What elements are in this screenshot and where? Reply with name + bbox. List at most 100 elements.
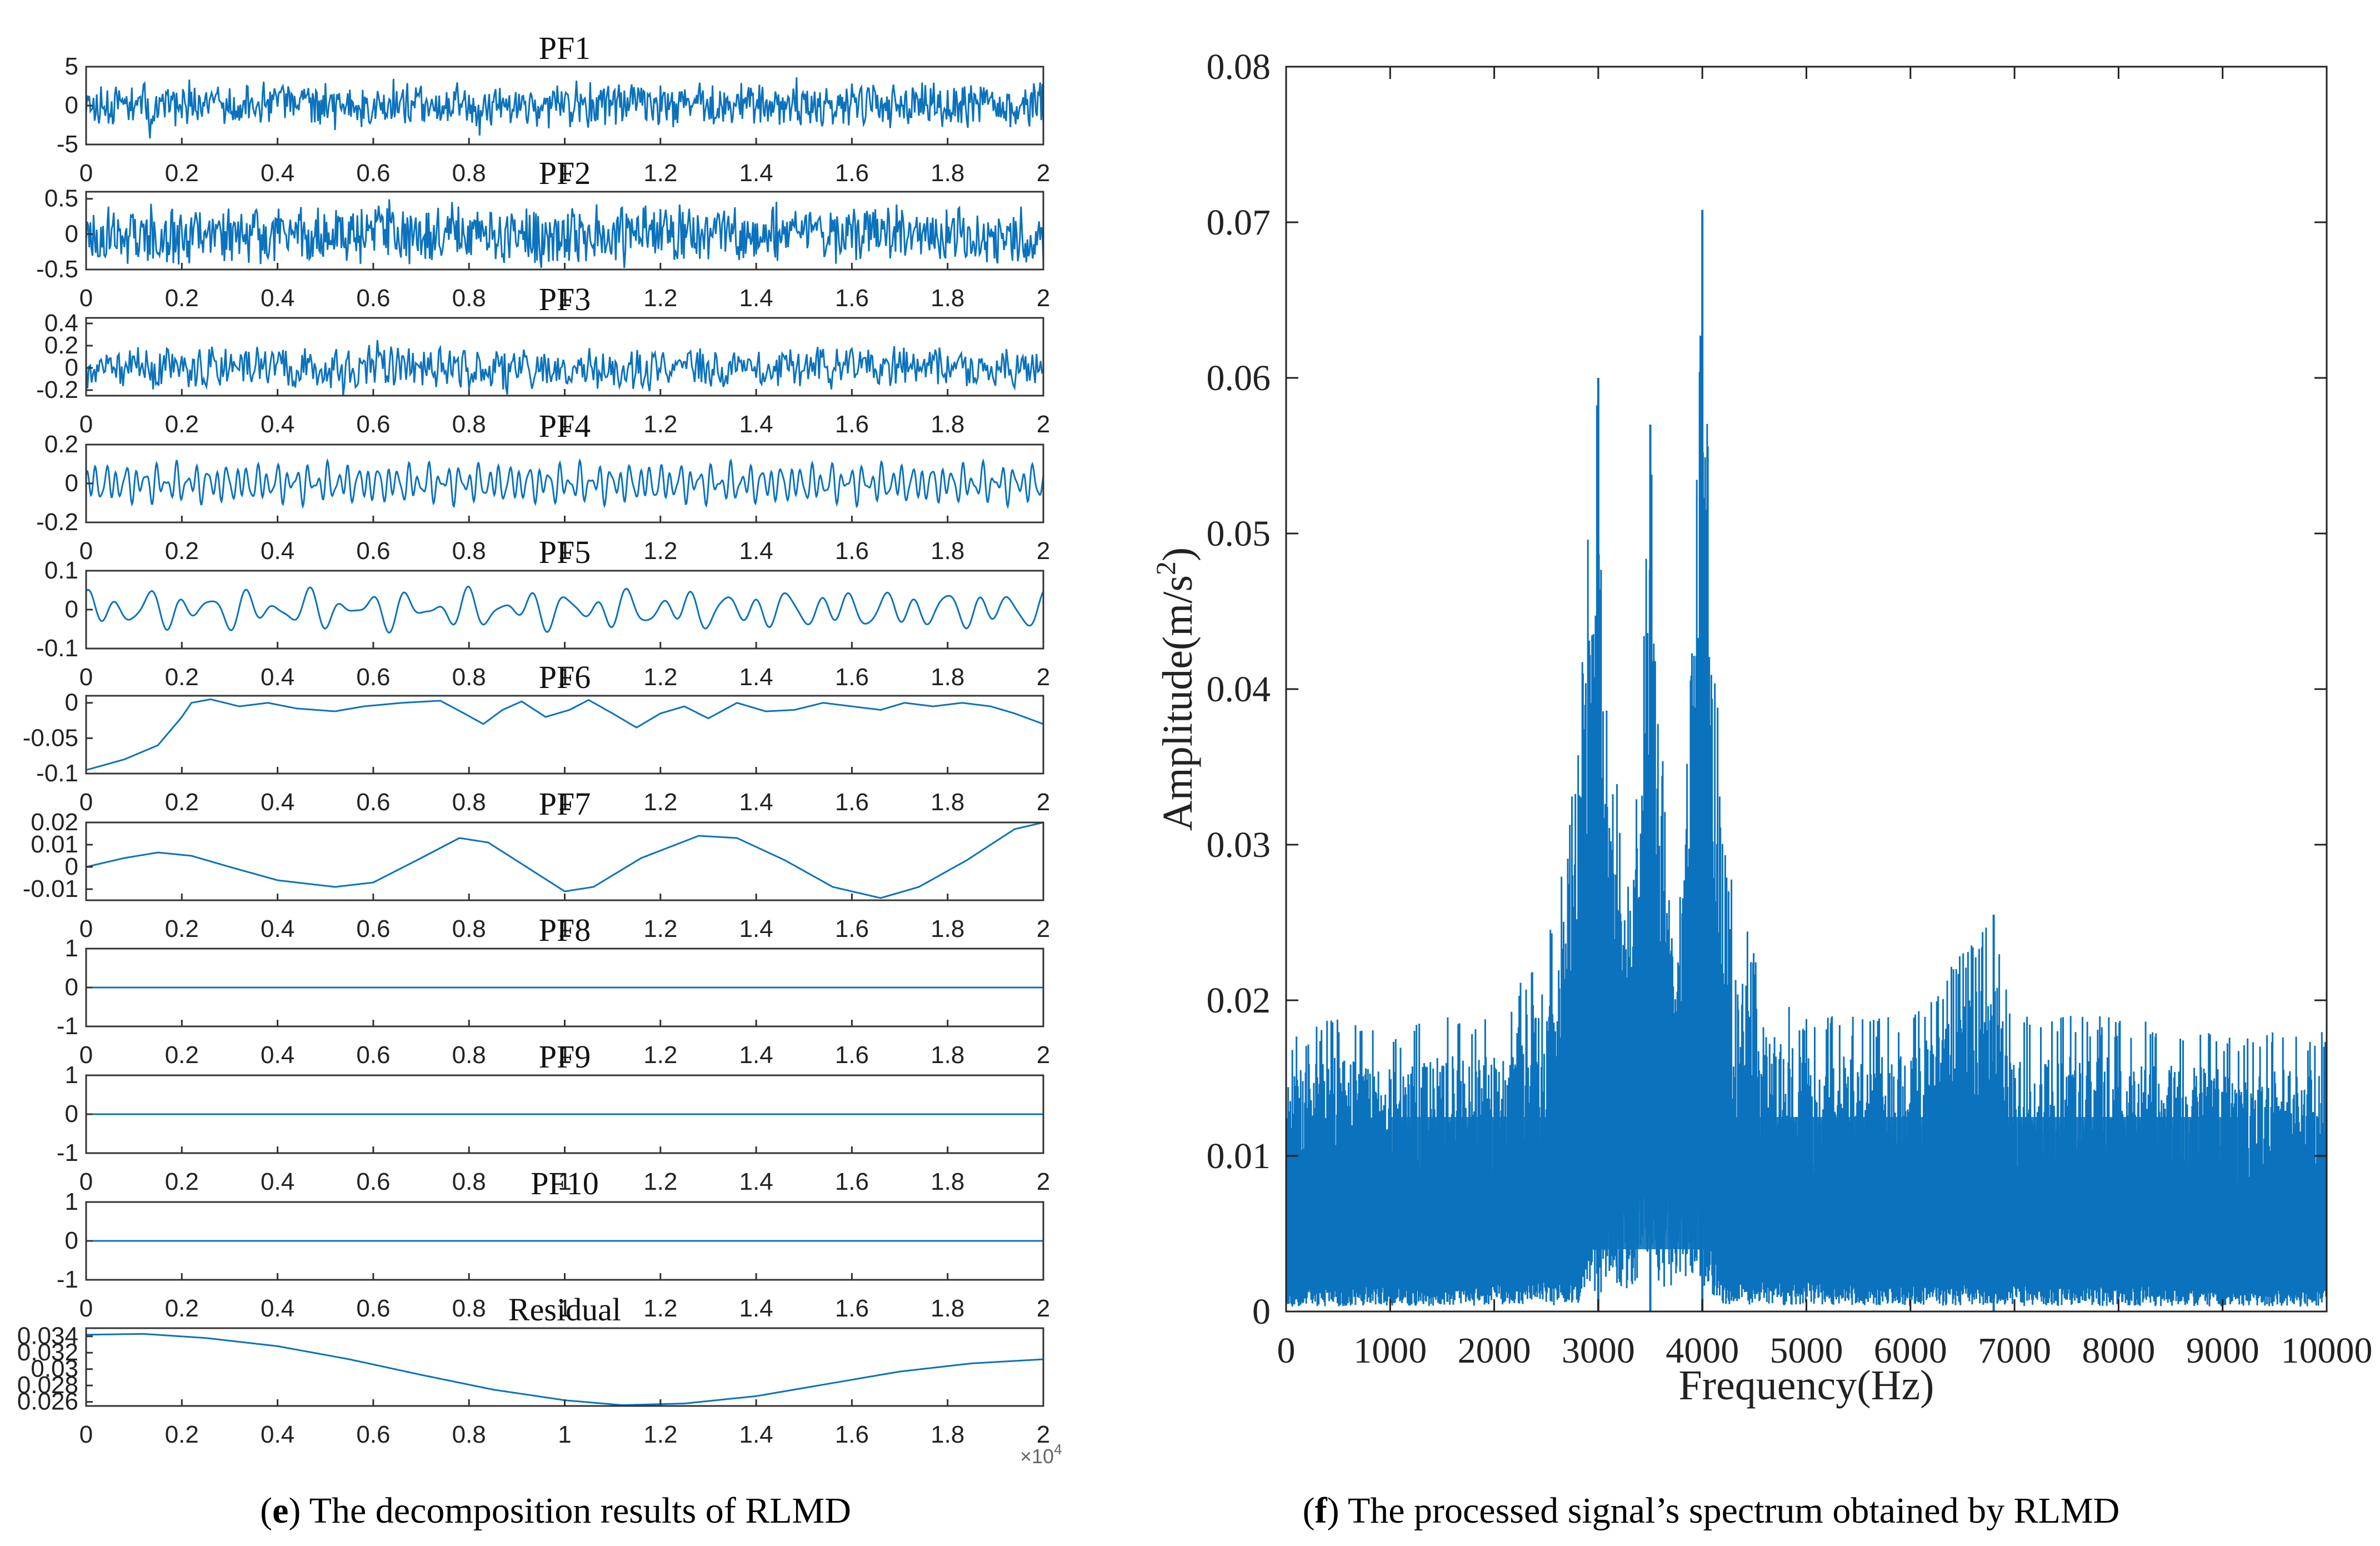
y-tick-label: -0.2 (36, 376, 78, 403)
y-tick-label: 0 (65, 470, 78, 497)
x-tick-label: 1.6 (835, 789, 869, 816)
x-tick-label: 1.2 (643, 537, 677, 565)
subplot-title: PF10 (531, 1165, 599, 1201)
x-tick-label: 0.6 (356, 285, 390, 312)
x-tick-label: 8000 (2082, 1330, 2155, 1371)
x-tick-label: 1.2 (643, 915, 677, 942)
spectrum-panel: 0 0.01 0.02 0.03 0.04 0.05 0.06 0.07 0.08 0 1000 20… (1150, 47, 2373, 1409)
x-tick-label: 1000 (1353, 1330, 1427, 1371)
subplot-title: PF8 (539, 912, 591, 948)
caption-f-text: The processed signal’s spectrum obtained… (1348, 1490, 2119, 1531)
subplot-title: PF9 (539, 1039, 591, 1075)
x-tick-label: 1.2 (643, 1041, 677, 1069)
x-tick-label: 0.2 (165, 1041, 199, 1069)
subplot-title: PF1 (539, 30, 591, 66)
x-tick-label: 1.4 (739, 664, 773, 691)
multiplier-base: ×10 (1020, 1445, 1054, 1468)
y-tick-label: 0 (65, 354, 78, 381)
x-tick-label: 1.8 (931, 1168, 964, 1195)
captions: (e) The decomposition results of RLMD (f… (260, 1490, 2119, 1531)
y-tick-label: 0 (1252, 1291, 1271, 1332)
x-tick-label: 1 (558, 1041, 571, 1069)
x-tick-label: 0 (79, 915, 93, 942)
spectrum-dense-band (1390, 1117, 2244, 1249)
x-tick-label: 0.6 (356, 1421, 390, 1448)
x-tick-label: 1.6 (835, 1421, 869, 1448)
x-tick-label: 0 (79, 285, 93, 312)
y-axis-label-sup: 2 (1150, 561, 1181, 575)
x-tick-label: 1.6 (835, 159, 869, 187)
subplot-signal-line (86, 1333, 1044, 1406)
caption-e-text: The decomposition results of RLMD (309, 1490, 851, 1531)
x-tick-label: 1.2 (643, 1421, 677, 1448)
y-tick-label: 0.03 (1207, 825, 1271, 865)
subplot-axes-box (85, 821, 1044, 901)
x-tick-label: 0.2 (165, 411, 199, 438)
subplot-axes-box (85, 695, 1044, 775)
x-tick-label: 1.6 (835, 411, 869, 438)
x-tick-label: 0.4 (261, 411, 294, 438)
x-tick-label: 0.2 (165, 159, 199, 187)
x-tick-label: 1.4 (739, 915, 773, 942)
x-tick-label: 1 (558, 159, 571, 187)
x-tick-label: 1.6 (835, 664, 869, 691)
x-tick-label: 1.2 (643, 1168, 677, 1195)
x-tick-label: 1.8 (931, 664, 964, 691)
x-tick-label: 2 (1037, 789, 1050, 816)
x-tick-label: 1.4 (739, 1168, 773, 1195)
x-tick-label: 2 (1037, 159, 1050, 187)
x-tick-label: 1.8 (931, 1041, 964, 1069)
subplot-signal-line (85, 340, 1044, 396)
y-tick-label: 0 (65, 689, 78, 716)
y-tick-label: 0.01 (31, 831, 78, 858)
subplot-title: PF5 (539, 534, 591, 570)
y-tick-label: 0.2 (44, 431, 78, 458)
x-tick-label: 0.6 (356, 537, 390, 565)
x-tick-label: 2 (1037, 285, 1050, 312)
y-tick-label: 0.06 (1207, 358, 1271, 398)
caption-e: (e) The decomposition results of RLMD (260, 1490, 851, 1531)
x-axis-label: Frequency(Hz) (1678, 1362, 1934, 1409)
x-tick-label: 0.2 (165, 789, 199, 816)
x-tick-label: 1 (558, 664, 571, 691)
x-tick-label: 1.6 (835, 1295, 869, 1322)
x-tick-label: 1.4 (739, 1421, 773, 1448)
x-tick-label: 0.8 (452, 159, 486, 187)
x-tick-label: 4000 (1666, 1330, 1739, 1371)
x-tick-label: 0.2 (165, 664, 199, 691)
x-tick-label: 1.8 (931, 285, 964, 312)
x-tick-label: 1.8 (931, 537, 964, 565)
y-tick-label: 1 (65, 935, 78, 962)
y-tick-label: -0.1 (36, 760, 78, 787)
x-tick-label: 1.2 (643, 285, 677, 312)
x-tick-label: 0 (79, 1041, 93, 1069)
x-tick-label: 0.8 (452, 1041, 486, 1069)
x-tick-label: 2 (1037, 411, 1050, 438)
x-tick-label: 0.4 (261, 915, 294, 942)
y-tick-label: -1 (57, 1013, 78, 1040)
x-tick-label: 0.4 (261, 1041, 294, 1069)
x-tick-label: 0.6 (356, 411, 390, 438)
subplot-title: PF2 (539, 155, 591, 191)
y-axis-label: Amplitude(m/s2) (1150, 547, 1201, 831)
caption-f: (f) The processed signal’s spectrum obta… (1303, 1490, 2120, 1531)
y-tick-label: -1 (57, 1139, 78, 1166)
y-tick-label: 0.02 (1207, 980, 1271, 1021)
x-tick-label: 0.8 (452, 1295, 486, 1322)
x-tick-label: 0 (79, 664, 93, 691)
x-tick-label: 1 (558, 411, 571, 438)
x-tick-label: 2 (1037, 664, 1050, 691)
x-tick-label: 2 (1037, 1295, 1050, 1322)
multiplier-exponent: 4 (1054, 1441, 1062, 1458)
x-tick-label: 0 (1277, 1330, 1296, 1371)
y-tick-label: 0.5 (44, 185, 78, 212)
x-tick-label: 2000 (1458, 1330, 1531, 1371)
y-tick-label: -0.1 (36, 635, 78, 662)
